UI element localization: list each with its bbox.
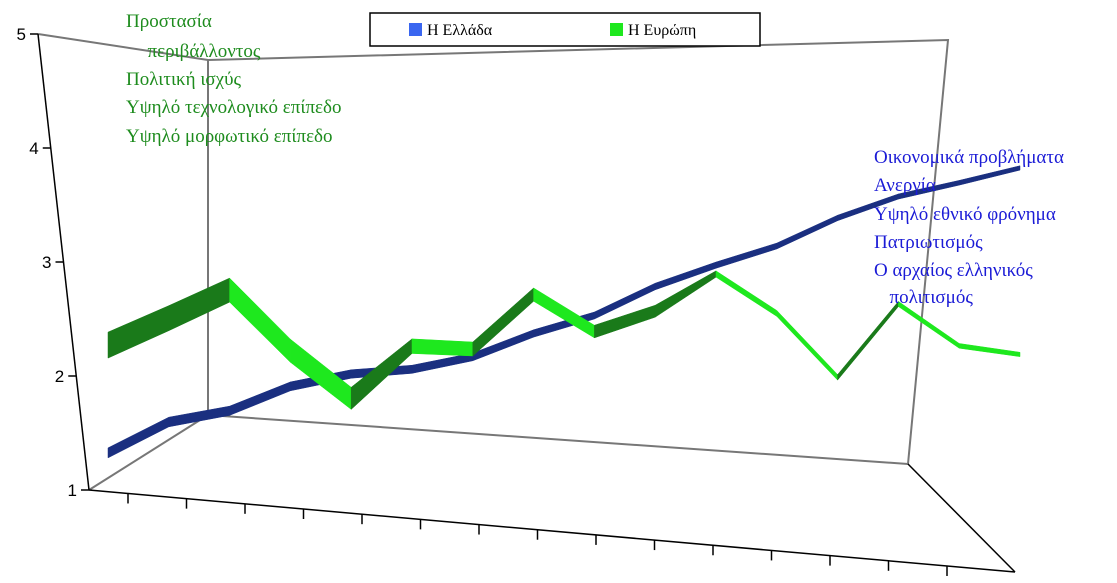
ribbon-segment xyxy=(229,381,291,416)
back-wall-frame xyxy=(37,33,950,465)
annotation-left-2: περιβάλλοντος xyxy=(138,41,261,62)
ribbon-segment xyxy=(168,405,230,428)
annotation-right-3: Υψηλό εθνικό φρόνημα xyxy=(874,204,1056,225)
floor-back-edge xyxy=(207,414,909,465)
annotation-left-5: Υψηλό μορφωτικό επίπεδο xyxy=(126,126,333,147)
legend-box xyxy=(369,12,761,47)
annotation-right-1: Οικονομικά προβλήματα xyxy=(874,147,1064,168)
annotation-left-1: Προστασία xyxy=(126,11,212,32)
ribbon-segment xyxy=(107,305,170,359)
y-tick-label: 2 xyxy=(55,367,64,386)
annotation-left-3: Πολιτική ισχύς xyxy=(126,69,242,90)
floor-left-edge xyxy=(88,414,209,491)
y-axis-ticks: 1 2 3 4 5 xyxy=(17,25,89,500)
y-tick-label: 5 xyxy=(17,25,26,44)
legend-label-europe: Η Ευρώπη xyxy=(628,22,696,39)
ribbon-segment xyxy=(958,165,1021,186)
y-tick-label: 1 xyxy=(68,481,77,500)
ribbon-segment xyxy=(898,300,960,349)
ribbon-segment xyxy=(715,270,778,317)
ribbon-segment xyxy=(715,242,778,269)
ribbon-segment xyxy=(958,343,1021,357)
y-tick-label: 3 xyxy=(42,253,51,272)
ribbon-segment xyxy=(411,338,474,357)
annotation-right-6: πολιτισμός xyxy=(880,287,973,308)
annotation-left-4: Υψηλό τεχνολογικό επίπεδο xyxy=(126,97,342,118)
ribbon-segment xyxy=(411,352,474,374)
legend-swatch-greece xyxy=(409,23,422,36)
ribbon-segment xyxy=(168,277,230,332)
ribbon-segment xyxy=(776,214,838,250)
chart-frame xyxy=(37,33,950,491)
annotations-right: Οικονομικά προβλήματα Ανεργία Υψηλό εθνι… xyxy=(874,147,1064,308)
annotation-right-4: Πατριωτισμός xyxy=(874,232,983,253)
x-axis-line xyxy=(88,489,1016,573)
series-ribbon-1 xyxy=(107,270,1021,410)
x-axis-ticks xyxy=(127,493,948,576)
ribbon-segment xyxy=(229,277,291,363)
ribbon-segment xyxy=(837,300,899,381)
annotations-left: Προστασία περιβάλλοντος Πολιτική ισχύς Υ… xyxy=(126,11,342,147)
legend: Η Ελλάδα Η Ευρώπη xyxy=(369,12,761,47)
y-tick-label: 4 xyxy=(29,139,38,158)
ribbon-segment xyxy=(107,416,170,459)
annotation-right-5: Ο αρχαίος ελληνικός xyxy=(874,260,1033,281)
series-ribbons xyxy=(107,165,1021,459)
floor-right-edge xyxy=(907,463,1016,573)
legend-label-greece: Η Ελλάδα xyxy=(427,22,493,39)
legend-swatch-europe xyxy=(610,23,623,36)
ribbon-segment xyxy=(776,309,838,381)
annotation-right-2: Ανεργία xyxy=(874,175,936,196)
